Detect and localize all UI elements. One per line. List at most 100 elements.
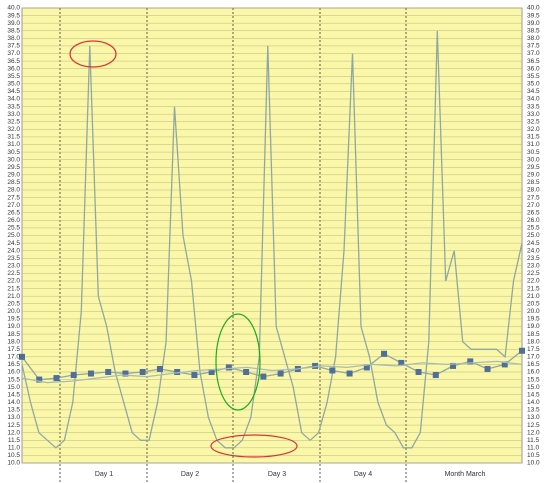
- y2-tick-label: 38.5: [527, 27, 540, 34]
- y2-tick-label: 36.0: [527, 65, 540, 72]
- y2-tick-label: 29.0: [527, 172, 540, 179]
- y-tick-label: 17.0: [7, 354, 20, 361]
- y2-tick-label: 16.5: [527, 361, 540, 368]
- y2-tick-label: 17.0: [527, 354, 540, 361]
- y-tick-label: 14.5: [7, 391, 20, 398]
- y-tick-label: 23.5: [7, 255, 20, 262]
- y2-tick-label: 19.0: [527, 323, 540, 330]
- marker: [450, 362, 457, 369]
- y-tick-label: 13.0: [7, 414, 20, 421]
- y2-tick-label: 20.5: [527, 300, 540, 307]
- y-tick-label: 20.5: [7, 300, 20, 307]
- y-tick-label: 28.0: [7, 187, 20, 194]
- highlight-max: [69, 40, 117, 68]
- y2-tick-label: 31.5: [527, 134, 540, 141]
- y2-tick-label: 28.0: [527, 187, 540, 194]
- y2-tick-label: 34.5: [527, 88, 540, 95]
- marker: [139, 369, 146, 375]
- y2-tick-label: 27.5: [527, 194, 540, 201]
- day-separators: [59, 8, 407, 483]
- x-label: Day 1: [95, 471, 113, 478]
- y-tick-label: 27.0: [7, 202, 20, 209]
- y2-tick-label: 24.0: [527, 247, 540, 254]
- marker: [208, 369, 215, 375]
- marker: [346, 370, 353, 377]
- y-tick-label: 21.0: [7, 293, 20, 300]
- marker: [156, 365, 163, 372]
- marker: [484, 365, 491, 372]
- marker: [398, 359, 405, 366]
- y-tick-label: 26.0: [7, 217, 20, 224]
- y-tick-label: 18.0: [7, 338, 20, 345]
- y2-tick-label: 22.5: [527, 270, 540, 277]
- y-tick-label: 15.0: [7, 384, 20, 391]
- y2-tick-label: 27.0: [527, 202, 540, 209]
- y2-tick-label: 23.0: [527, 263, 540, 270]
- y-tick-label: 35.5: [7, 73, 20, 80]
- y-tick-label: 21.5: [7, 285, 20, 292]
- y-tick-label: 38.5: [7, 27, 20, 34]
- y2-tick-label: 30.5: [527, 149, 540, 156]
- y-tick-label: 32.0: [7, 126, 20, 133]
- y2-tick-label: 33.0: [527, 111, 540, 118]
- y-tick-label: 38.0: [7, 35, 20, 42]
- y2-tick-label: 32.5: [527, 118, 540, 125]
- y-tick-label: 11.5: [8, 437, 21, 444]
- y-tick-label: 25.0: [7, 232, 20, 239]
- y-tick-label: 19.0: [7, 323, 20, 330]
- y2-tick-label: 31.0: [527, 141, 540, 148]
- marker: [36, 376, 43, 383]
- y-tick-label: 33.0: [7, 111, 20, 118]
- y2-tick-label: 39.0: [527, 20, 540, 27]
- marker: [53, 375, 60, 382]
- highlight-min: [210, 434, 298, 458]
- marker: [363, 364, 370, 371]
- y2-tick-label: 18.0: [527, 338, 540, 345]
- y-tick-label: 31.0: [7, 141, 20, 148]
- y-tick-label: 14.0: [7, 399, 20, 406]
- y-tick-label: 22.5: [7, 270, 20, 277]
- y-tick-label: 20.0: [7, 308, 20, 315]
- y2-tick-label: 28.5: [527, 179, 540, 186]
- marker: [329, 367, 336, 374]
- y2-tick-label: 13.0: [527, 414, 540, 421]
- marker: [312, 362, 319, 369]
- y-tick-label: 32.5: [7, 118, 20, 125]
- x-label: Day 4: [354, 471, 372, 478]
- y-tick-label: 11.0: [8, 445, 21, 452]
- y2-tick-label: 37.5: [527, 43, 540, 50]
- y-tick-label: 16.5: [7, 361, 20, 368]
- y2-tick-label: 26.0: [527, 217, 540, 224]
- marker: [70, 372, 77, 379]
- marker: [519, 347, 525, 354]
- x-label: Day 2: [181, 471, 199, 478]
- y-tick-label: 33.5: [7, 103, 20, 110]
- y-tick-label: 36.5: [7, 58, 20, 65]
- y2-tick-label: 23.5: [527, 255, 540, 262]
- marker: [191, 372, 198, 379]
- y2-tick-label: 10.5: [527, 452, 540, 459]
- y2-tick-label: 36.5: [527, 58, 540, 65]
- data-layer: [19, 7, 525, 464]
- y-tick-label: 36.0: [7, 65, 20, 72]
- y2-tick-label: 29.5: [527, 164, 540, 171]
- y2-tick-label: 20.0: [527, 308, 540, 315]
- series-line: [21, 30, 523, 449]
- series-line: [21, 360, 523, 384]
- marker: [87, 370, 94, 377]
- y-tick-label: 37.0: [7, 50, 20, 57]
- y2-tick-label: 13.5: [527, 407, 540, 414]
- y2-tick-label: 16.0: [527, 369, 540, 376]
- y-tick-label: 25.5: [7, 225, 20, 232]
- y-tick-label: 10.0: [7, 460, 20, 467]
- y-tick-label: 22.0: [7, 278, 20, 285]
- y-tick-label: 39.0: [7, 20, 20, 27]
- y2-tick-label: 25.0: [527, 232, 540, 239]
- y2-tick-label: 38.0: [527, 35, 540, 42]
- marker: [467, 358, 474, 365]
- y-tick-label: 13.5: [7, 407, 20, 414]
- y2-tick-label: 21.5: [527, 285, 540, 292]
- y2-tick-label: 10.0: [527, 460, 540, 467]
